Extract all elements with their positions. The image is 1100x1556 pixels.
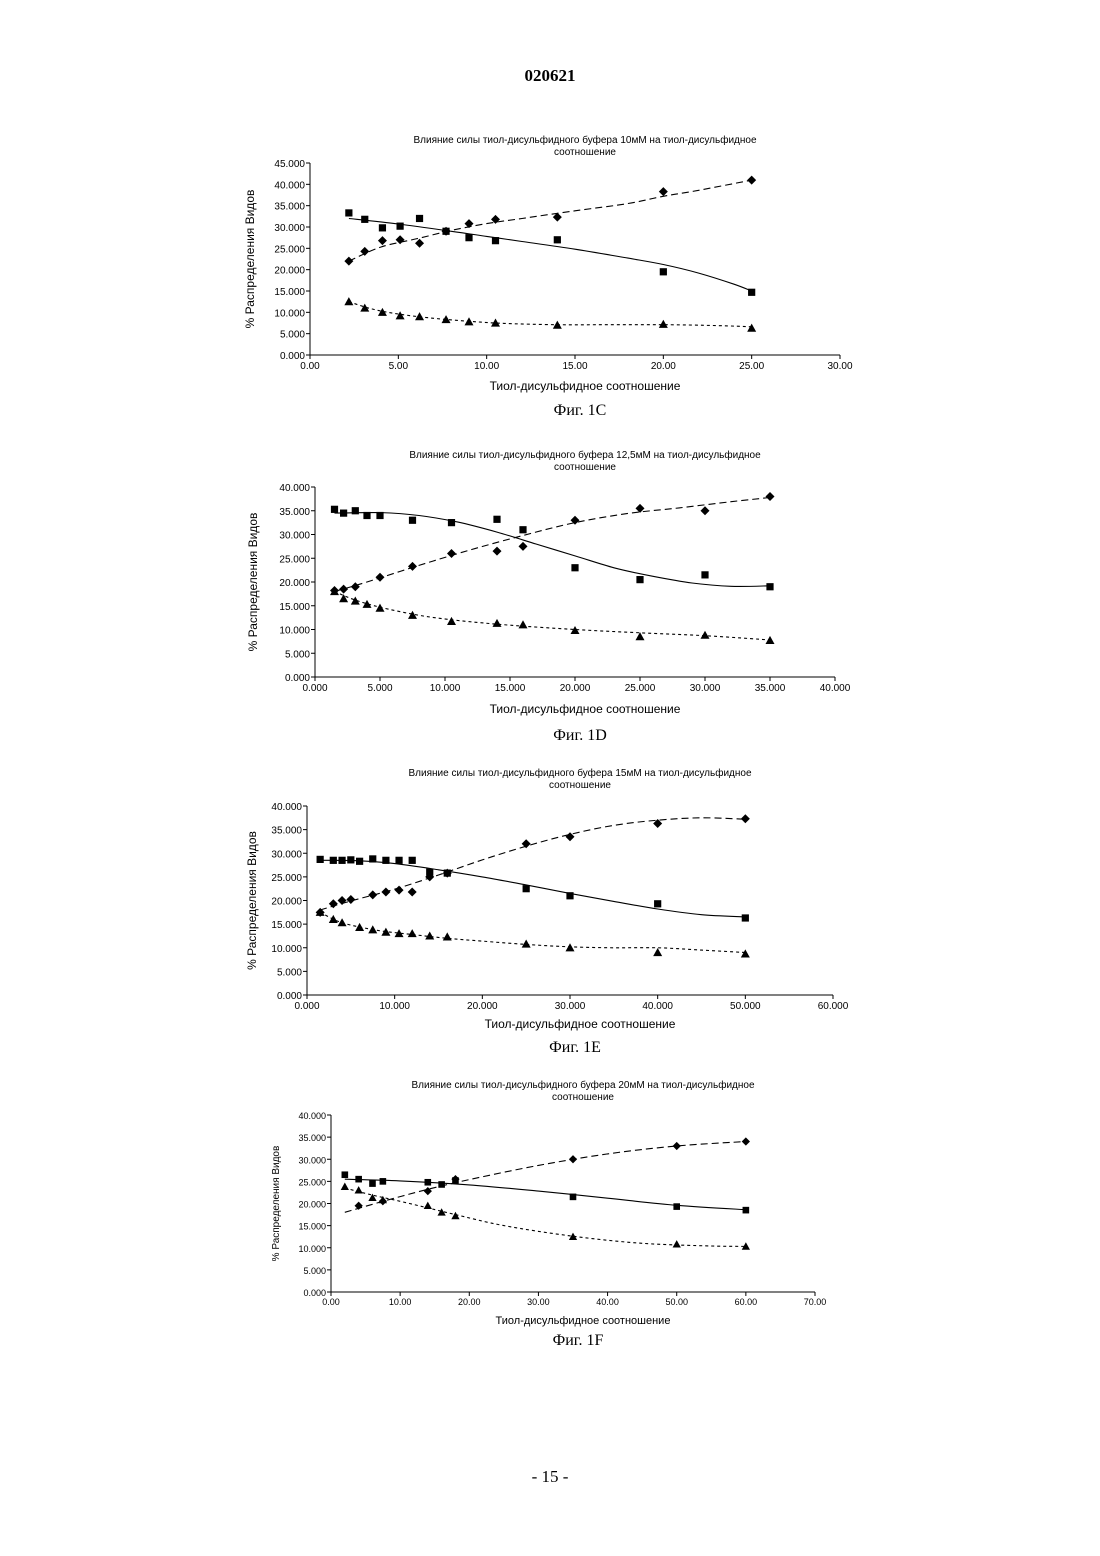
x-tick-label: 0.00 <box>322 1297 340 1307</box>
y-tick-label: 20.000 <box>298 1200 326 1210</box>
y-tick-label: 0.000 <box>303 1288 326 1298</box>
x-tick-label: 70.00 <box>804 1297 827 1307</box>
x-tick-label: 60.00 <box>735 1297 758 1307</box>
triangle-point <box>424 1202 432 1209</box>
square-point <box>369 1180 376 1187</box>
y-tick-label: 40.000 <box>298 1111 326 1121</box>
square-point <box>452 1177 459 1184</box>
diamond-point <box>569 1155 577 1163</box>
x-tick-label: 20.00 <box>458 1297 481 1307</box>
figure-caption: Фиг. 1F <box>553 1332 604 1349</box>
square-point <box>570 1194 577 1201</box>
square-point <box>438 1181 445 1188</box>
triangle-point <box>341 1183 349 1190</box>
triangle-trend-line <box>345 1188 746 1246</box>
diamond-point <box>673 1142 681 1150</box>
y-tick-label: 25.000 <box>298 1177 326 1187</box>
triangle-point <box>673 1240 681 1247</box>
square-point <box>743 1207 750 1214</box>
diamond-series <box>345 1137 750 1212</box>
y-tick-label: 15.000 <box>298 1222 326 1232</box>
page-number: - 15 - <box>0 1467 1100 1487</box>
square-point <box>355 1176 362 1183</box>
diamond-point <box>742 1137 750 1145</box>
triangle-point <box>355 1186 363 1193</box>
y-tick-label: 30.000 <box>298 1155 326 1165</box>
x-tick-label: 30.00 <box>527 1297 550 1307</box>
square-point <box>380 1178 387 1185</box>
diamond-trend-line <box>345 1142 746 1213</box>
square-point <box>673 1203 680 1210</box>
x-axis-label: Тиол-дисульфидное соотношение <box>496 1315 671 1327</box>
square-trend-line <box>345 1179 746 1210</box>
x-tick-label: 50.00 <box>665 1297 688 1307</box>
x-tick-label: 10.00 <box>389 1297 412 1307</box>
chart-title: соотношение <box>552 1092 614 1103</box>
y-tick-label: 10.000 <box>298 1244 326 1254</box>
x-tick-label: 40.00 <box>596 1297 619 1307</box>
square-series <box>342 1171 750 1213</box>
square-point <box>425 1179 432 1186</box>
y-axis-label: % Распределения Видов <box>271 1146 282 1262</box>
square-point <box>342 1171 349 1178</box>
triangle-series <box>341 1183 750 1250</box>
y-tick-label: 35.000 <box>298 1133 326 1143</box>
y-tick-label: 5.000 <box>303 1266 326 1276</box>
chart-title: Влияние силы тиол-дисульфидного буфера 2… <box>411 1079 754 1091</box>
